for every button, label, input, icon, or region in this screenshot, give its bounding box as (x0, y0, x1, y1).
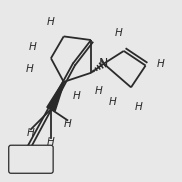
Text: Abs: Abs (22, 154, 40, 164)
Text: H: H (109, 97, 117, 107)
Text: H: H (47, 17, 55, 27)
Text: H: H (27, 128, 35, 138)
Text: H: H (114, 28, 122, 38)
Text: H: H (64, 119, 71, 129)
Text: H: H (47, 137, 55, 147)
Text: H: H (94, 86, 102, 96)
Text: H: H (73, 92, 80, 101)
Text: H: H (134, 102, 142, 112)
Text: H: H (25, 64, 33, 74)
Text: H: H (29, 42, 37, 52)
Text: N: N (99, 57, 108, 70)
Text: H: H (156, 59, 164, 69)
Polygon shape (47, 82, 64, 111)
FancyBboxPatch shape (9, 145, 53, 173)
